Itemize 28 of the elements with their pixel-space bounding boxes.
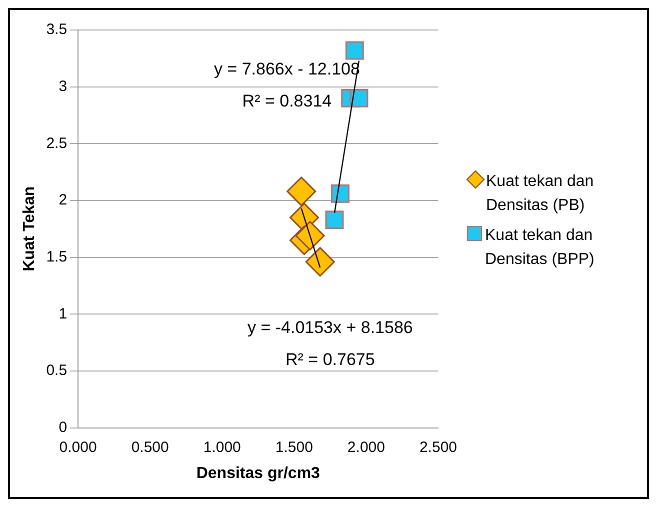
x-tick-label: 1.000 [203,438,241,456]
y-tick-label: 1 [58,305,68,322]
x-tick-label: 1.500 [275,438,313,456]
legend-label: Kuat tekan dan Densitas (PB) [486,172,595,216]
y-tick-label: 0 [58,418,68,436]
x-tick-label: 2.500 [419,438,458,456]
point [345,41,364,60]
point [295,220,325,250]
annotation: R² = 0.8314 [242,91,332,110]
point [305,247,335,277]
y-tick-label: 1.5 [46,248,68,266]
x-axis-title: Densitas gr/cm3 [196,464,320,482]
x-tick-label: 0.000 [59,438,97,456]
x-tick-label: 2.000 [347,438,385,456]
y-tick-label: 0.5 [46,362,68,380]
annotation: R² = 0.7675 [286,350,375,369]
legend-label: Kuat tekan dan Densitas (BPP) [485,226,596,270]
x-tick-label: 0.500 [131,438,169,456]
y-tick-label: 3.5 [46,21,68,38]
point [331,184,350,203]
annotation: y = -4.0153x + 8.1586 [247,318,413,338]
y-tick-label: 3 [58,78,68,95]
point [286,176,316,206]
y-tick-label: 2 [58,192,68,209]
y-axis-title: Kuat Tekan [21,186,38,272]
point [350,88,368,108]
point [325,210,344,230]
y-tick-label: 2.5 [46,134,68,152]
